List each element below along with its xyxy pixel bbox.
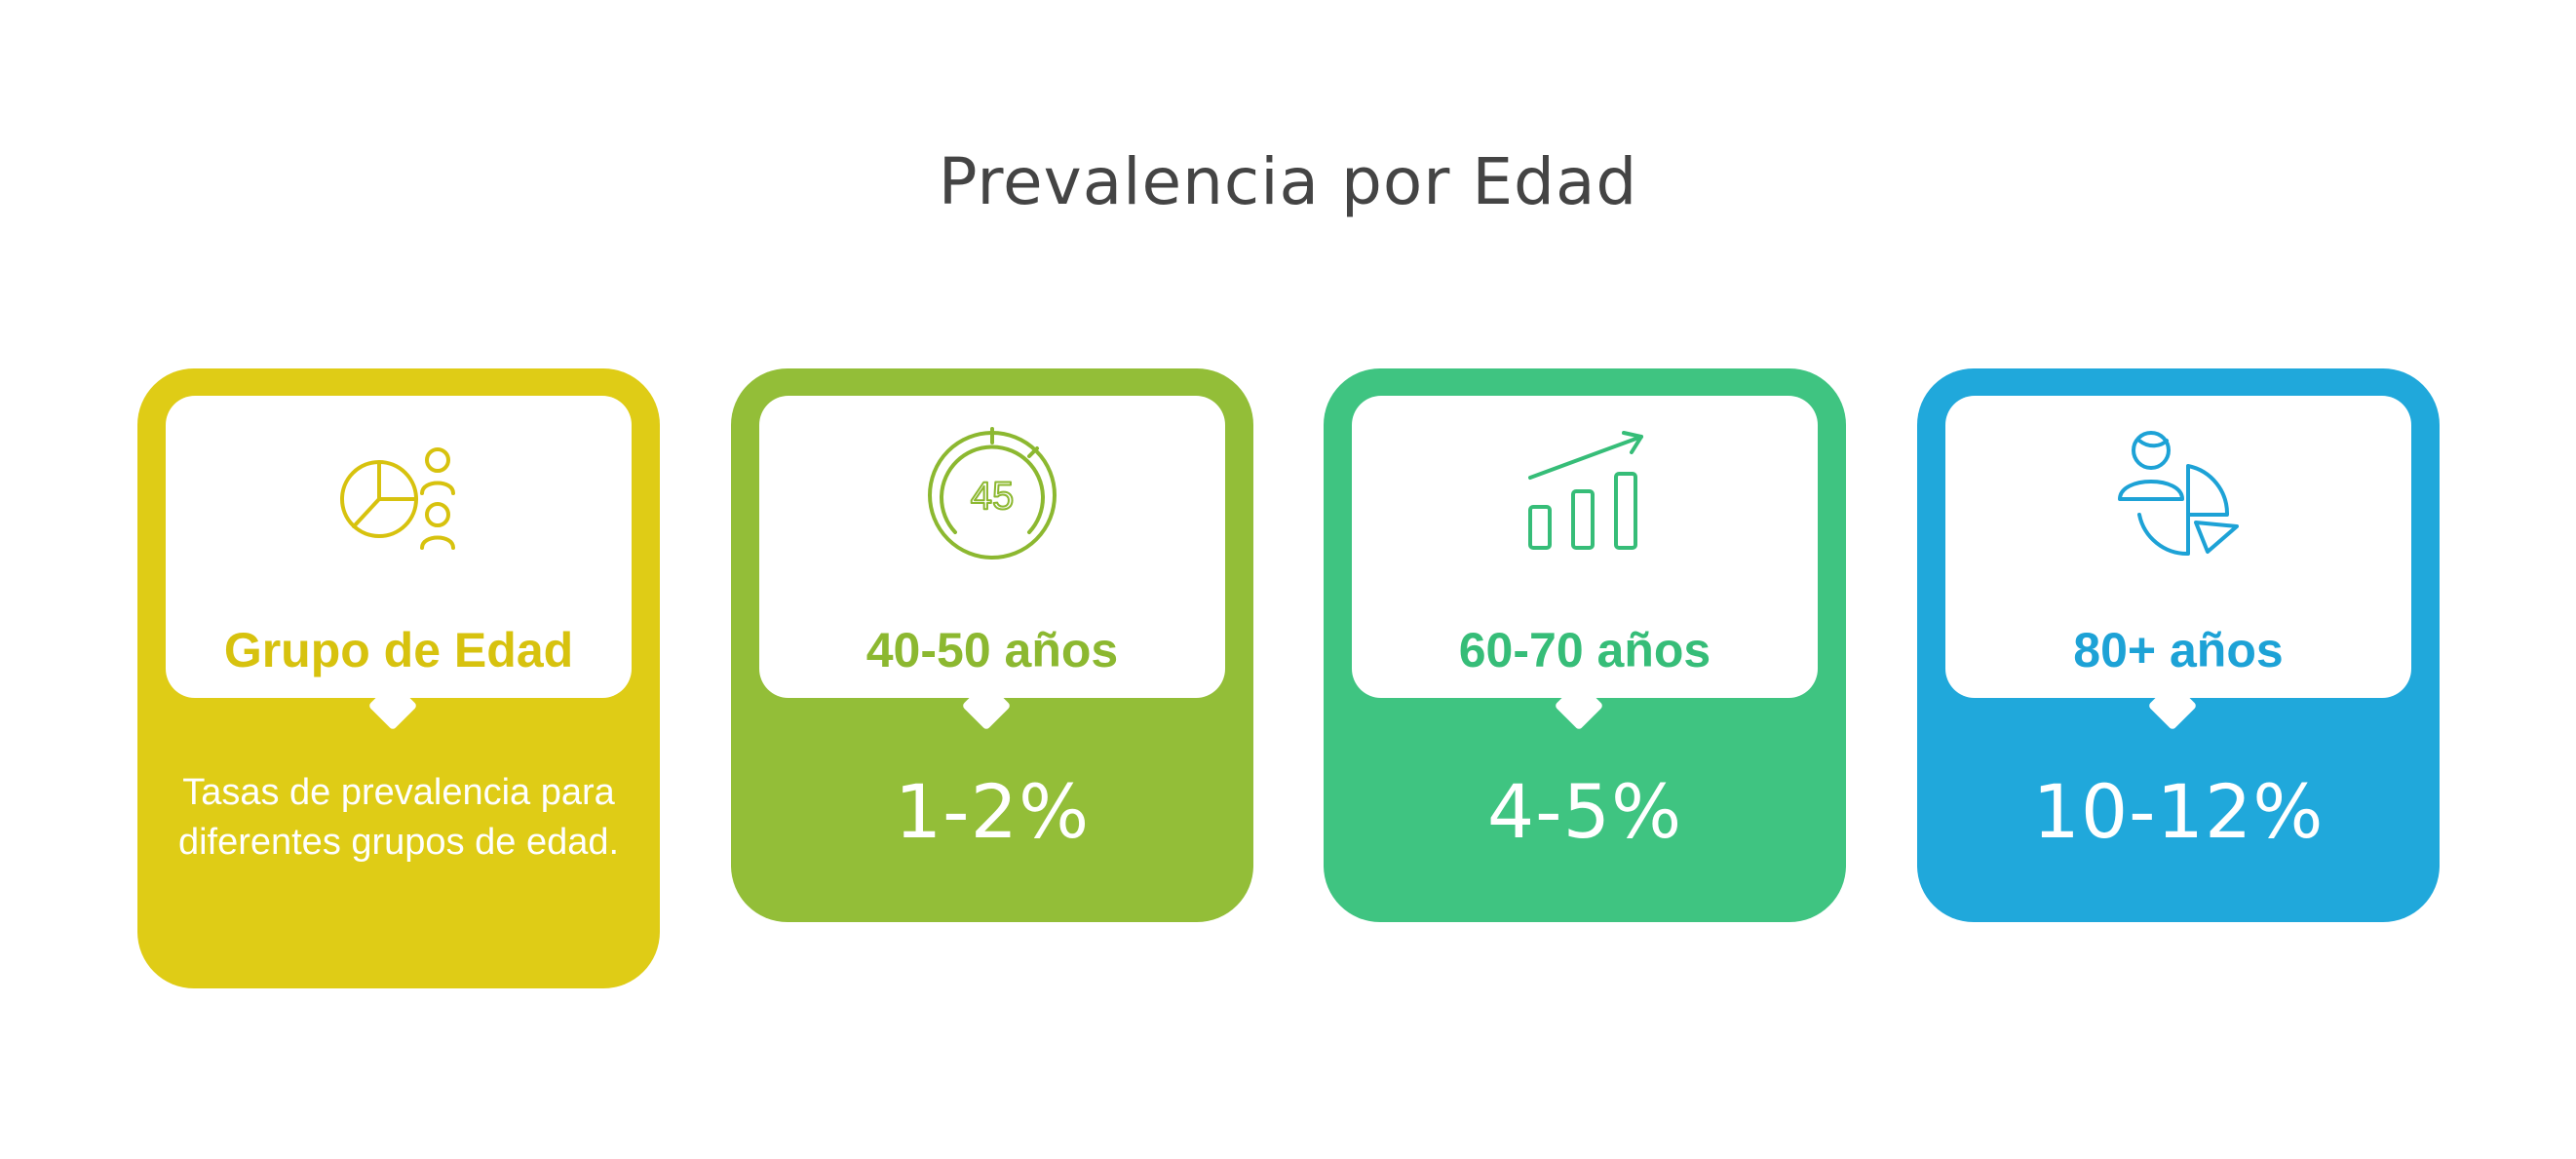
card-value: 1-2%: [894, 768, 1091, 855]
card-header-bubble: 45 40-50 años: [759, 396, 1225, 731]
card-header-bubble: 80+ años: [1945, 396, 2411, 731]
card-40-50: 45 40-50 años 1-2%: [731, 368, 1253, 922]
card-label: Grupo de Edad: [223, 623, 574, 677]
person-pie-chart-icon: [2110, 425, 2247, 561]
bubble-pointer: [367, 680, 418, 731]
card-description: Tasas de prevalencia para diferentes gru…: [177, 772, 620, 863]
bubble-pointer: [1554, 680, 1604, 731]
card-label: 60-70 años: [1458, 623, 1711, 677]
page-title: Prevalencia por Edad: [938, 144, 1638, 219]
card-label: 80+ años: [2073, 623, 2284, 677]
clock-number: 45: [971, 475, 1015, 518]
clock-45-icon: 45: [924, 425, 1060, 561]
card-value: 4-5%: [1486, 768, 1683, 855]
card-age-group: Grupo de Edad Tasas de prevalencia para …: [137, 368, 660, 988]
card-60-70: 60-70 años 4-5%: [1324, 368, 1846, 922]
card-header-bubble: Grupo de Edad: [166, 396, 632, 731]
card-80-plus: 80+ años 10-12%: [1917, 368, 2440, 922]
bubble-pointer: [2147, 680, 2198, 731]
card-value: 10-12%: [2032, 768, 2325, 855]
bar-chart-growth-icon: [1517, 425, 1653, 561]
card-header-bubble: 60-70 años: [1352, 396, 1818, 731]
card-label: 40-50 años: [865, 623, 1119, 677]
bubble-pointer: [961, 680, 1012, 731]
pie-chart-people-icon: [330, 425, 467, 561]
